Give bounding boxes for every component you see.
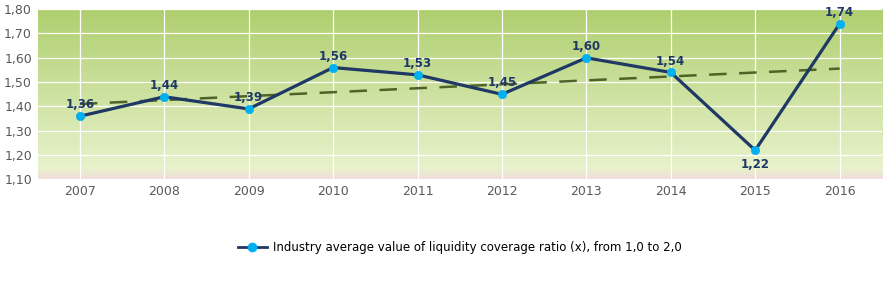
Text: 1,53: 1,53: [403, 57, 432, 70]
Text: 1,74: 1,74: [825, 6, 854, 19]
Text: 1,60: 1,60: [571, 40, 601, 53]
Text: 1,45: 1,45: [487, 77, 517, 90]
Text: 1,36: 1,36: [66, 98, 95, 111]
Text: 1,22: 1,22: [741, 158, 770, 171]
Text: 1,44: 1,44: [150, 79, 179, 92]
Legend: Industry average value of liquidity coverage ratio (x), from 1,0 to 2,0: Industry average value of liquidity cove…: [233, 236, 687, 259]
Text: 1,39: 1,39: [234, 91, 263, 104]
Text: 1,54: 1,54: [657, 55, 686, 68]
Text: 1,56: 1,56: [318, 50, 347, 63]
